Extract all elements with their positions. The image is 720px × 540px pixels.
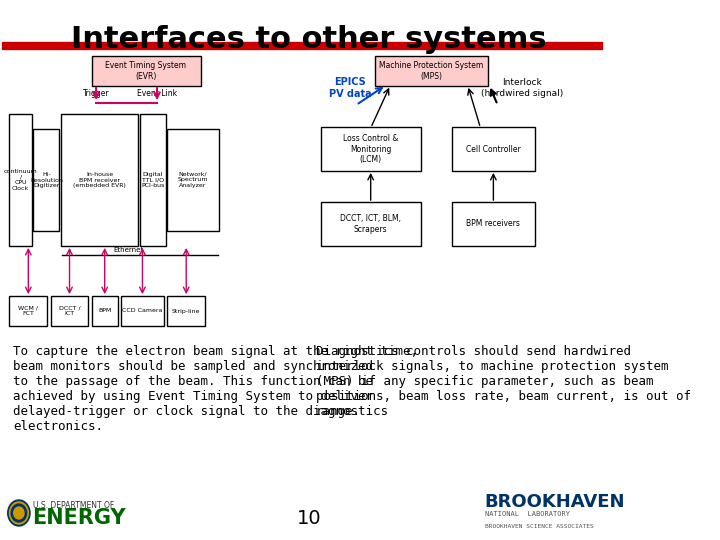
Text: Network/
Spectrum
Analyzer: Network/ Spectrum Analyzer [178, 172, 208, 188]
FancyBboxPatch shape [50, 296, 89, 326]
Text: Ethernet: Ethernet [114, 247, 144, 253]
Text: DCCT /
ICT: DCCT / ICT [59, 306, 81, 316]
FancyBboxPatch shape [61, 114, 138, 246]
Text: BROOKHAVEN: BROOKHAVEN [485, 493, 625, 511]
FancyBboxPatch shape [321, 202, 421, 246]
Text: Event Timing System
(EVR): Event Timing System (EVR) [105, 62, 186, 80]
Text: Strip-line: Strip-line [172, 308, 200, 314]
Text: BROOKHAVEN SCIENCE ASSOCIATES: BROOKHAVEN SCIENCE ASSOCIATES [485, 523, 593, 529]
Circle shape [14, 507, 24, 519]
FancyBboxPatch shape [92, 296, 117, 326]
Circle shape [11, 504, 27, 522]
Text: Diagnostics controls should send hardwired
interlock signals, to machine protect: Diagnostics controls should send hardwir… [316, 345, 690, 418]
Text: continuum
/
CPU
Clock: continuum / CPU Clock [4, 169, 37, 191]
Text: DCCT, ICT, BLM,
Scrapers: DCCT, ICT, BLM, Scrapers [340, 214, 401, 234]
FancyBboxPatch shape [121, 296, 164, 326]
Text: Interfaces to other systems: Interfaces to other systems [71, 25, 546, 54]
Text: CCD Camera: CCD Camera [122, 308, 163, 314]
FancyBboxPatch shape [33, 129, 59, 231]
FancyBboxPatch shape [452, 127, 536, 171]
FancyBboxPatch shape [9, 296, 48, 326]
Circle shape [9, 502, 28, 524]
Text: In-house
BPM receiver
(embedded EVR): In-house BPM receiver (embedded EVR) [73, 172, 126, 188]
Text: Trigger: Trigger [83, 89, 109, 98]
Text: Machine Protection System
(MPS): Machine Protection System (MPS) [379, 62, 484, 80]
Text: Hi-
Resolution
Digitizer: Hi- Resolution Digitizer [30, 172, 63, 188]
FancyBboxPatch shape [92, 56, 201, 86]
Text: U.S. DEPARTMENT OF: U.S. DEPARTMENT OF [32, 501, 114, 510]
Text: Loss Control &
Monitoring
(LCM): Loss Control & Monitoring (LCM) [343, 134, 398, 164]
Text: WCM /
FCT: WCM / FCT [18, 306, 38, 316]
Text: To capture the electron beam signal at the right time,
beam monitors should be s: To capture the electron beam signal at t… [13, 345, 418, 433]
FancyBboxPatch shape [167, 296, 205, 326]
Text: 10: 10 [297, 509, 321, 528]
FancyBboxPatch shape [375, 56, 488, 86]
Text: Cell Controller: Cell Controller [466, 145, 521, 153]
Text: BPM receivers: BPM receivers [467, 219, 521, 228]
FancyBboxPatch shape [9, 114, 32, 246]
Text: Digital
TTL I/O
PCI-bus: Digital TTL I/O PCI-bus [141, 172, 164, 188]
FancyBboxPatch shape [167, 129, 219, 231]
Text: BPM: BPM [98, 308, 112, 314]
Text: Interlock
(hardwired signal): Interlock (hardwired signal) [480, 78, 563, 98]
Circle shape [8, 500, 30, 526]
FancyBboxPatch shape [452, 202, 536, 246]
FancyBboxPatch shape [321, 127, 421, 171]
Text: Event Link: Event Link [137, 89, 177, 98]
Text: EPICS
PV data: EPICS PV data [329, 77, 372, 99]
FancyBboxPatch shape [140, 114, 166, 246]
Text: NATIONAL  LABORATORY: NATIONAL LABORATORY [485, 511, 570, 517]
Text: ENERGY: ENERGY [32, 508, 126, 528]
